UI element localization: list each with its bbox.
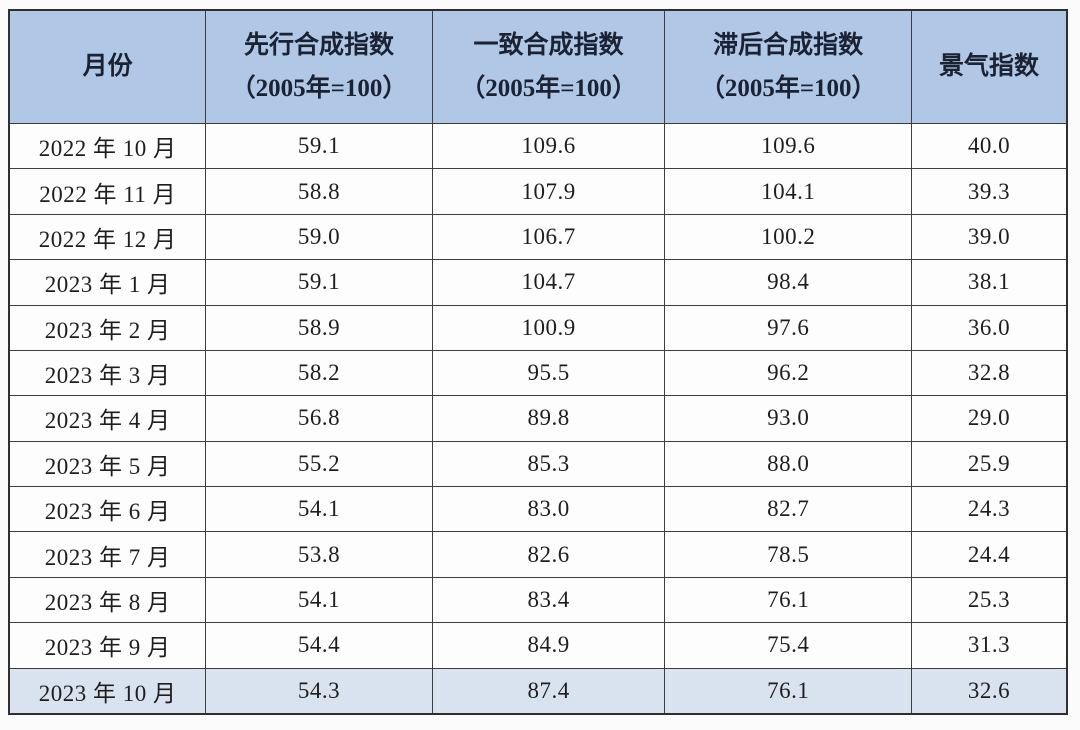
- cell-month: 2023 年 8 月: [8, 576, 207, 624]
- col-header-leading-sublabel: （2005年=100）: [230, 75, 408, 102]
- cell-leading: 58.8: [205, 168, 433, 215]
- cell-coincident: 83.0: [431, 485, 666, 533]
- header-row: 月份 先行合成指数 （2005年=100） 一致合成指数 （2005年=100）: [8, 9, 1068, 124]
- col-header-coincident-index: 一致合成指数 （2005年=100）: [431, 9, 666, 124]
- col-header-prosperity-label: 景气指数: [938, 53, 1039, 81]
- cell-lagging: 88.0: [664, 440, 912, 488]
- cell-prosperity: 40.0: [910, 122, 1068, 170]
- table-row: 2023 年 6 月 54.1 83.0 82.7 24.3: [8, 485, 1068, 533]
- cell-lagging: 96.2: [664, 349, 912, 397]
- col-header-lagging-sublabel: （2005年=100）: [699, 75, 877, 102]
- col-header-coincident-label: 一致合成指数: [473, 31, 624, 59]
- cell-prosperity: 38.1: [910, 259, 1068, 306]
- table-row: 2023 年 5 月 55.2 85.3 88.0 25.9: [8, 440, 1068, 488]
- table-row: 2023 年 1 月 59.1 104.7 98.4 38.1: [8, 259, 1068, 306]
- cell-lagging: 100.2: [664, 213, 912, 261]
- cell-prosperity: 32.6: [910, 667, 1068, 715]
- table-row: 2023 年 8 月 54.1 83.4 76.1 25.3: [8, 576, 1068, 624]
- cell-month: 2023 年 6 月: [8, 485, 207, 533]
- cell-month: 2022 年 10 月: [8, 122, 207, 170]
- cell-lagging: 76.1: [664, 667, 912, 715]
- cell-coincident: 104.7: [431, 259, 666, 306]
- table-row: 2022 年 12 月 59.0 106.7 100.2 39.0: [8, 213, 1068, 261]
- cell-month: 2023 年 1 月: [8, 259, 207, 306]
- cell-leading: 58.2: [205, 349, 433, 397]
- cell-coincident: 83.4: [431, 576, 666, 624]
- cell-leading: 59.1: [205, 122, 433, 170]
- cell-month: 2023 年 3 月: [8, 349, 207, 397]
- table-row: 2023 年 4 月 56.8 89.8 93.0 29.0: [8, 395, 1068, 442]
- cell-leading: 59.0: [205, 213, 433, 261]
- cell-prosperity: 31.3: [910, 622, 1068, 669]
- cell-lagging: 78.5: [664, 531, 912, 578]
- cell-month: 2023 年 2 月: [8, 304, 207, 351]
- cell-coincident: 89.8: [431, 395, 666, 442]
- cell-leading: 53.8: [205, 531, 433, 578]
- table-row: 2022 年 10 月 59.1 109.6 109.6 40.0: [8, 122, 1068, 170]
- cell-coincident: 95.5: [431, 349, 666, 397]
- cell-coincident: 85.3: [431, 440, 666, 488]
- cell-prosperity: 39.3: [910, 168, 1068, 215]
- cell-lagging: 109.6: [664, 122, 912, 170]
- cell-month: 2023 年 4 月: [8, 395, 207, 442]
- cell-lagging: 82.7: [664, 485, 912, 533]
- cell-leading: 54.1: [205, 576, 433, 624]
- cell-coincident: 109.6: [431, 122, 666, 170]
- cell-month: 2022 年 12 月: [8, 213, 207, 261]
- col-header-month: 月份: [8, 9, 207, 124]
- cell-leading: 56.8: [205, 395, 433, 442]
- cell-coincident: 100.9: [431, 304, 666, 351]
- cell-month: 2022 年 11 月: [8, 168, 207, 215]
- table-row: 2023 年 10 月 54.3 87.4 76.1 32.6: [8, 667, 1068, 715]
- cell-month: 2023 年 10 月: [8, 667, 207, 715]
- cell-coincident: 87.4: [431, 667, 666, 715]
- table-row: 2023 年 7 月 53.8 82.6 78.5 24.4: [8, 531, 1068, 578]
- cell-prosperity: 32.8: [910, 349, 1068, 397]
- cell-leading: 59.1: [205, 259, 433, 306]
- cell-leading: 54.4: [205, 622, 433, 669]
- table-body: 2022 年 10 月 59.1 109.6 109.6 40.0 2022 年 11 月…: [8, 122, 1068, 715]
- col-header-lagging-index: 滞后合成指数 （2005年=100）: [664, 9, 912, 124]
- table-row: 2023 年 9 月 54.4 84.9 75.4 31.3: [8, 622, 1068, 669]
- table-row: 2022 年 11 月 58.8 107.9 104.1 39.3: [8, 168, 1068, 215]
- cell-leading: 58.9: [205, 304, 433, 351]
- table-row: 2023 年 3 月 58.2 95.5 96.2 32.8: [8, 349, 1068, 397]
- cell-leading: 54.1: [205, 485, 433, 533]
- cell-prosperity: 24.3: [910, 485, 1068, 533]
- cell-coincident: 106.7: [431, 213, 666, 261]
- cell-month: 2023 年 9 月: [8, 622, 207, 669]
- cell-lagging: 97.6: [664, 304, 912, 351]
- cell-leading: 54.3: [205, 667, 433, 715]
- table-row: 2023 年 2 月 58.9 100.9 97.6 36.0: [8, 304, 1068, 351]
- cell-lagging: 93.0: [664, 395, 912, 442]
- cell-lagging: 98.4: [664, 259, 912, 306]
- cell-coincident: 107.9: [431, 168, 666, 215]
- cell-coincident: 84.9: [431, 622, 666, 669]
- col-header-leading-index: 先行合成指数 （2005年=100）: [205, 9, 433, 124]
- composite-index-table: 月份 先行合成指数 （2005年=100） 一致合成指数 （2005年=100）: [8, 9, 1068, 715]
- cell-leading: 55.2: [205, 440, 433, 488]
- cell-lagging: 75.4: [664, 622, 912, 669]
- cell-prosperity: 25.9: [910, 440, 1068, 488]
- col-header-month-label: 月份: [82, 53, 133, 81]
- col-header-lagging-label: 滞后合成指数: [713, 31, 864, 59]
- cell-prosperity: 24.4: [910, 531, 1068, 578]
- cell-prosperity: 29.0: [910, 395, 1068, 442]
- cell-prosperity: 36.0: [910, 304, 1068, 351]
- cell-lagging: 104.1: [664, 168, 912, 215]
- cell-prosperity: 39.0: [910, 213, 1068, 261]
- cell-coincident: 82.6: [431, 531, 666, 578]
- cell-month: 2023 年 7 月: [8, 531, 207, 578]
- col-header-coincident-sublabel: （2005年=100）: [460, 75, 637, 102]
- cell-prosperity: 25.3: [910, 576, 1068, 624]
- col-header-prosperity-index: 景气指数: [910, 9, 1068, 124]
- cell-lagging: 76.1: [664, 576, 912, 624]
- cell-month: 2023 年 5 月: [8, 440, 207, 488]
- col-header-leading-label: 先行合成指数: [243, 31, 394, 59]
